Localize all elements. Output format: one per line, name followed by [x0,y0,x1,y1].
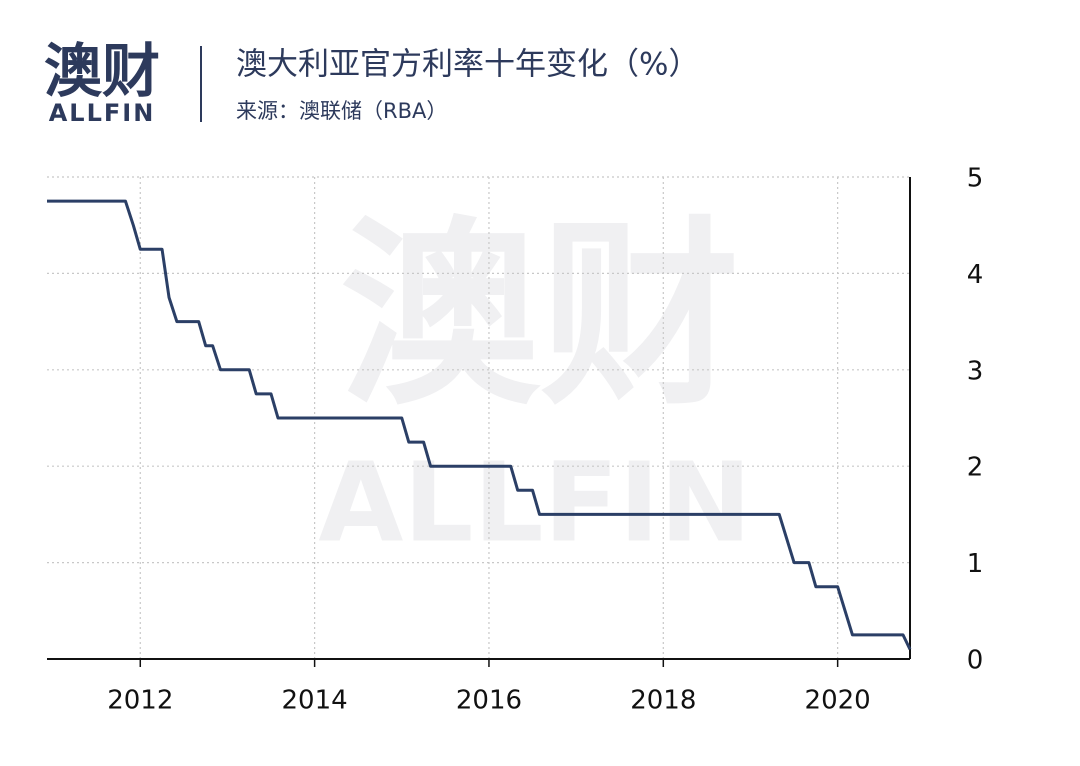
x-tick-label: 2020 [805,686,871,716]
logo-en: ALLFIN [49,99,156,127]
x-tick-label: 2012 [107,686,173,716]
x-tick-label: 2016 [456,686,522,716]
y-tick-label: 3 [967,356,984,386]
logo-cn: 澳财 [44,37,160,105]
watermark: 澳财 ALLFIN [318,200,751,567]
y-tick-label: 5 [967,164,984,194]
chart-subtitle: 来源：澳联储（RBA） [236,99,447,123]
y-tick-label: 2 [967,453,984,483]
x-tick-label: 2014 [282,686,348,716]
y-tick-label: 0 [967,646,984,676]
chart-title: 澳大利亚官方利率十年变化（%） [236,47,699,83]
x-tick-label: 2018 [630,686,696,716]
y-tick-label: 1 [967,549,984,579]
watermark-cn: 澳财 [340,200,740,433]
rate-line [47,199,912,651]
y-tick-label: 4 [967,260,984,290]
